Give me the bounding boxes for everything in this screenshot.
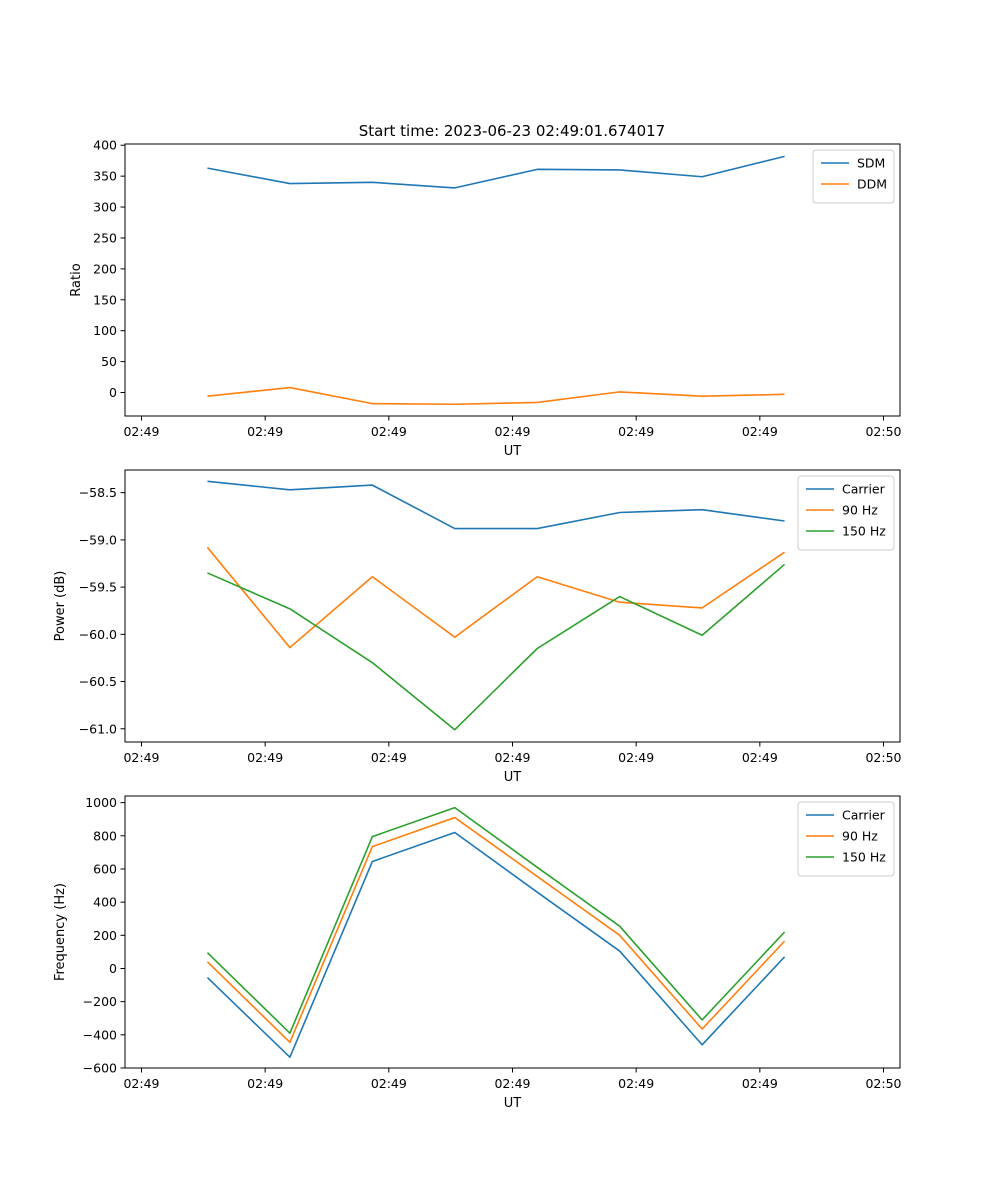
power-series-90-hz-line xyxy=(206,546,786,649)
frequency-y-axis-label: Frequency (Hz) xyxy=(53,883,68,981)
ratio-x-tick-label: 02:50 xyxy=(865,424,901,439)
ratio-x-tick-label: 02:49 xyxy=(494,424,530,439)
power-y-axis-label: Power (dB) xyxy=(53,571,68,642)
ratio-legend-entry: SDM xyxy=(857,156,885,171)
ratio-y-tick-label: 200 xyxy=(93,261,117,276)
power-legend-entry: 90 Hz xyxy=(842,503,878,518)
power-x-tick-label: 02:49 xyxy=(742,750,778,765)
power-legend-entry: 150 Hz xyxy=(842,524,886,539)
power-legend-entry: Carrier xyxy=(842,482,886,497)
frequency-x-axis-label: UT xyxy=(504,1096,522,1111)
power-y-tick-label: −58.5 xyxy=(79,485,117,500)
frequency-series-carrier-line xyxy=(206,831,786,1059)
ratio-y-tick-label: 150 xyxy=(93,292,117,307)
power-x-axis-label: UT xyxy=(504,770,522,785)
frequency-y-tick-label: −200 xyxy=(83,994,117,1009)
power-y-tick-label: −61.0 xyxy=(79,721,117,736)
power-x-tick-label: 02:49 xyxy=(247,750,283,765)
power-x-tick-label: 02:50 xyxy=(865,750,901,765)
power-series-carrier-line xyxy=(207,480,785,530)
frequency-x-tick-label: 02:50 xyxy=(865,1076,901,1091)
frequency-legend-entry: 90 Hz xyxy=(842,829,878,844)
frequency-y-tick-label: 400 xyxy=(93,895,117,910)
power-y-tick-label: −59.5 xyxy=(79,580,117,595)
frequency-legend: Carrier 90 Hz 150 Hz xyxy=(797,801,895,877)
frequency-y-tick-label: 0 xyxy=(109,961,117,976)
ratio-y-tick-label: 300 xyxy=(93,200,117,215)
frequency-x-tick-label: 02:49 xyxy=(123,1076,159,1091)
power-x-tick-label: 02:49 xyxy=(618,750,654,765)
power-legend: Carrier 90 Hz 150 Hz xyxy=(797,475,895,551)
ratio-series-ddm-line xyxy=(207,386,785,406)
power-series-150-hz-line xyxy=(207,563,786,731)
frequency-x-tick-label: 02:49 xyxy=(742,1076,778,1091)
power-chart-power: 02:49 02:49 02:49 02:49 02:49 02:49 02:50 −58.5… xyxy=(53,469,902,785)
power-y-tick-label: −60.5 xyxy=(79,674,117,689)
ratio-y-tick-label: 50 xyxy=(101,354,117,369)
ratio-y-tick-label: 100 xyxy=(93,323,117,338)
power-y-tick-label: −59.0 xyxy=(79,532,117,547)
ratio-legend: SDM DDM xyxy=(812,149,895,204)
frequency-y-tick-label: −600 xyxy=(83,1061,117,1076)
frequency-y-tick-label: 800 xyxy=(93,828,117,843)
ratio-x-tick-label: 02:49 xyxy=(742,424,778,439)
ratio-plot-frame xyxy=(124,143,901,417)
power-x-tick-label: 02:49 xyxy=(123,750,159,765)
ratio-y-tick-label: 250 xyxy=(93,230,117,245)
ratio-y-tick-label: 350 xyxy=(93,169,117,184)
ratio-x-tick-label: 02:49 xyxy=(618,424,654,439)
power-chart-ratio: 02:49 02:49 02:49 02:49 02:49 02:49 02:50 0 50 10… xyxy=(69,138,902,459)
ratio-x-tick-label: 02:49 xyxy=(371,424,407,439)
power-y-tick-label: −60.0 xyxy=(79,627,117,642)
frequency-x-tick-label: 02:49 xyxy=(371,1076,407,1091)
power-chart-frequency: 02:49 02:49 02:49 02:49 02:49 02:49 02:50 −600 −… xyxy=(53,795,902,1111)
ratio-series-sdm-line xyxy=(207,155,785,189)
frequency-y-tick-label: 200 xyxy=(93,928,117,943)
ratio-legend-entry: DDM xyxy=(857,177,887,192)
frequency-y-tick-label: 600 xyxy=(93,861,117,876)
ratio-y-axis-label: Ratio xyxy=(69,263,84,296)
frequency-x-tick-label: 02:49 xyxy=(618,1076,654,1091)
power-plot-frame xyxy=(124,469,901,743)
frequency-series-150-hz-line xyxy=(206,806,786,1034)
frequency-x-tick-label: 02:49 xyxy=(247,1076,283,1091)
frequency-legend-entry: Carrier xyxy=(842,808,886,823)
ratio-x-tick-label: 02:49 xyxy=(123,424,159,439)
frequency-y-tick-label: −400 xyxy=(83,1027,117,1042)
power-x-tick-label: 02:49 xyxy=(494,750,530,765)
figure-title: Start time: 2023-06-23 02:49:01.674017 xyxy=(359,122,665,140)
frequency-legend-entry: 150 Hz xyxy=(842,850,886,865)
power-x-tick-label: 02:49 xyxy=(371,750,407,765)
ratio-x-axis-label: UT xyxy=(504,444,522,459)
frequency-y-tick-label: 1000 xyxy=(85,795,117,810)
ratio-x-tick-label: 02:49 xyxy=(247,424,283,439)
ratio-y-tick-label: 0 xyxy=(109,385,117,400)
frequency-series-90-hz-line xyxy=(206,816,786,1044)
ratio-y-tick-label: 400 xyxy=(93,138,117,153)
frequency-x-tick-label: 02:49 xyxy=(494,1076,530,1091)
